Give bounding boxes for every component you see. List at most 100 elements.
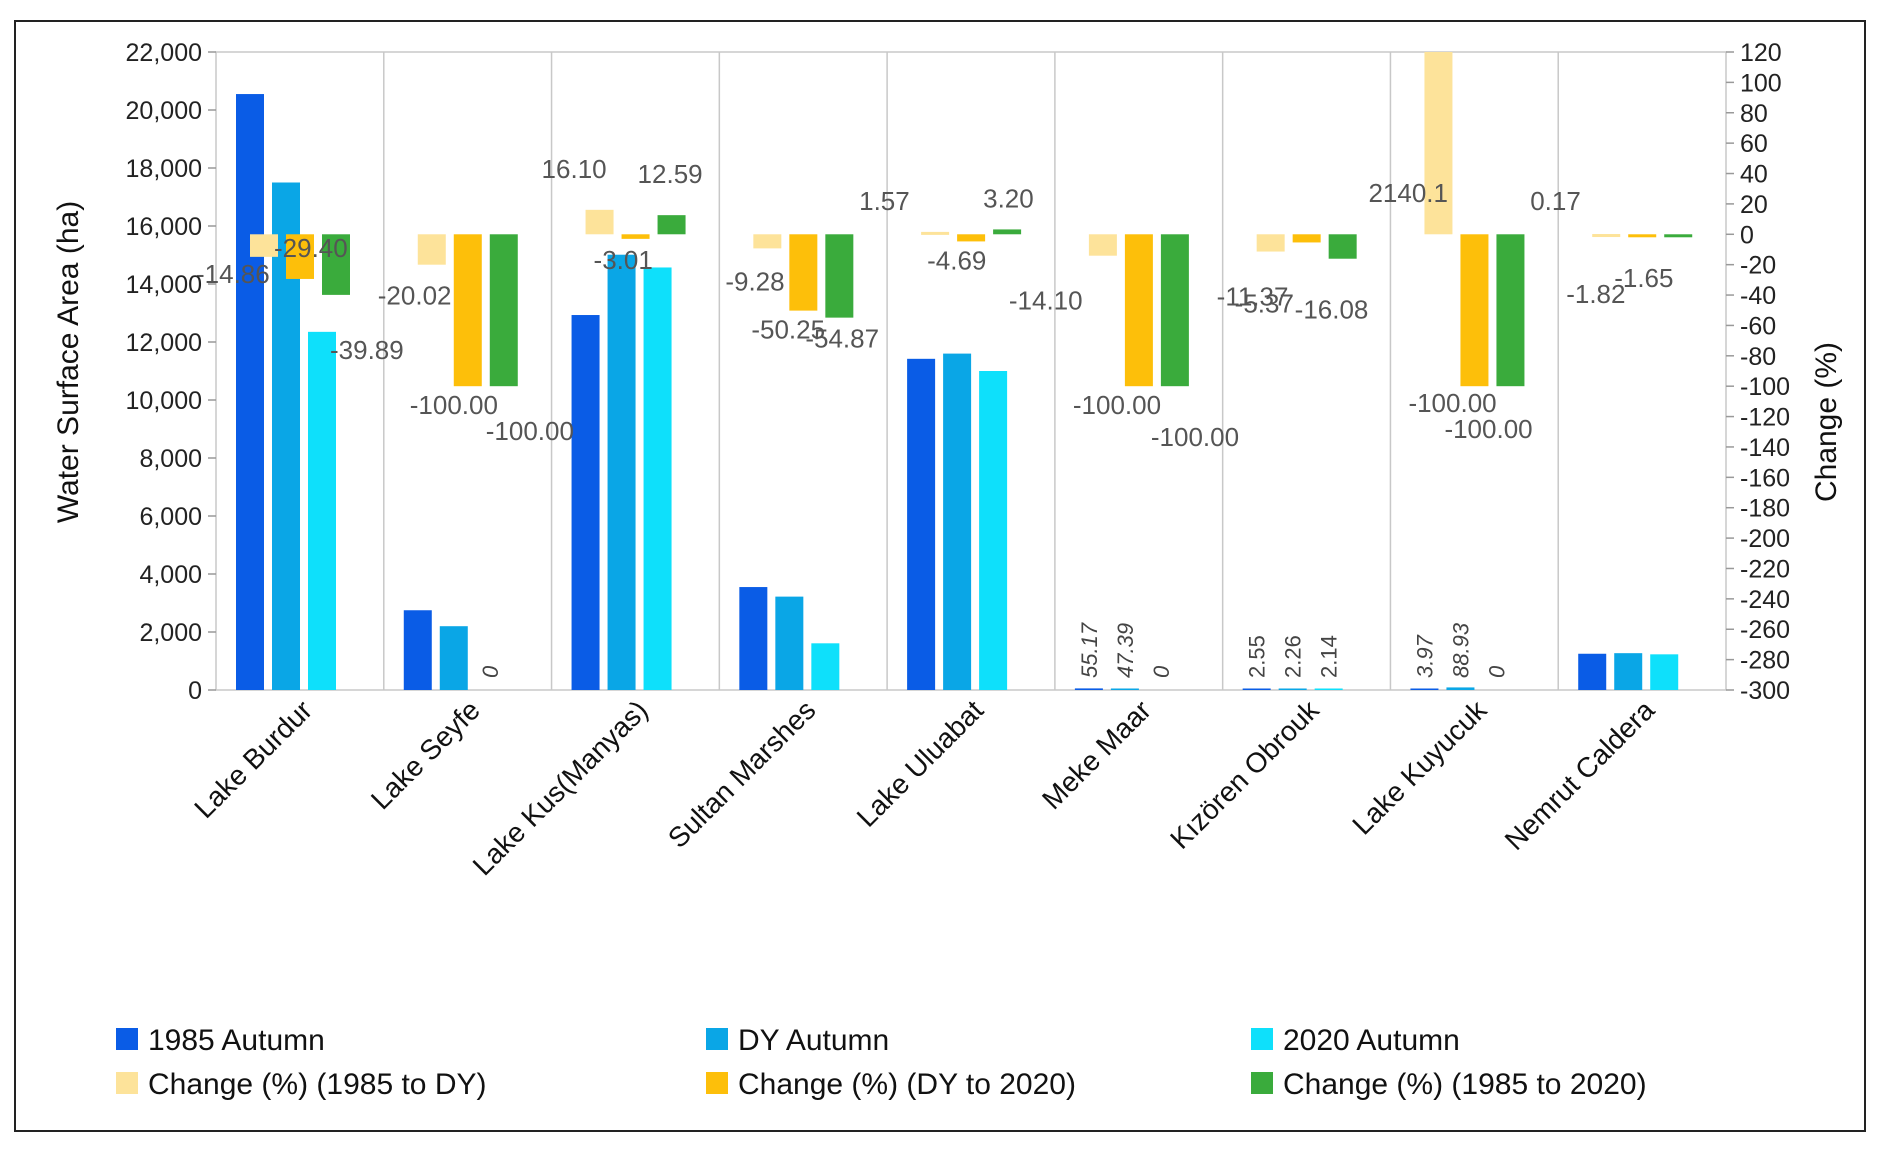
legend-swatch [116,1072,138,1094]
data-labels-layer: -14.86-29.40-39.89-20.02-100.00-100.0016… [196,154,1673,678]
area-bar [403,610,432,690]
area-bar [811,643,840,690]
change-data-label: -4.69 [927,245,986,275]
change-data-label: -3.01 [594,245,653,275]
legend-swatch [116,1028,138,1050]
area-bar [943,353,972,690]
change-bar [417,234,446,265]
change-bar [1328,234,1357,259]
area-data-label: 0 [1149,665,1174,678]
change-bar [1088,234,1117,256]
legend-label: Change (%) (DY to 2020) [738,1068,1076,1101]
change-data-label: 3.20 [983,183,1034,213]
legend-label: Change (%) (1985 to 2020) [1283,1068,1647,1101]
area-data-label: 0 [1484,665,1509,678]
area-data-label: 2.26 [1281,635,1306,678]
change-bar [1664,234,1693,238]
change-data-label: 0.17 [1530,186,1581,216]
change-data-label: -14.86 [196,259,270,289]
change-data-label: -20.02 [378,281,452,311]
y2-tick-label: -120 [1740,404,1790,432]
change-bar [1628,234,1657,238]
change-data-label: 12.59 [638,159,703,189]
y2-tick-label: 100 [1740,69,1782,97]
change-bar [753,234,782,249]
x-category-label: Lake Uluabat [851,694,990,833]
y2-tick-label: 60 [1740,130,1768,158]
change-bar [322,234,350,295]
area-data-label: 0 [478,665,503,678]
y-tick-label: 16,000 [126,213,202,241]
change-bar [993,229,1022,235]
change-bar [489,234,518,387]
area-bar [1650,654,1679,690]
change-bar [1424,52,1453,235]
area-bar [739,587,768,690]
change-bar [286,234,314,279]
y-tick-label: 18,000 [126,155,202,183]
change-bar [657,215,686,235]
y2-tick-label: -180 [1740,495,1790,523]
area-data-label: 2.14 [1317,635,1342,678]
area-bar [1110,688,1139,690]
y-tick-label: 6,000 [139,503,202,531]
change-bar [1292,234,1321,243]
y-tick-label: 10,000 [126,387,202,415]
change-data-label: -5.37 [1235,288,1294,318]
chart-canvas: -14.86-29.40-39.89-20.02-100.00-100.0016… [52,39,1843,1101]
legend-label: 2020 Autumn [1283,1024,1460,1057]
y2-tick-label: -60 [1740,312,1776,340]
x-category-label: Lake Kuyucuk [1346,694,1493,841]
legend-swatch [1251,1028,1273,1050]
area-bar [607,254,636,690]
area-bar [439,626,468,690]
area-data-label: 47.39 [1113,623,1138,678]
y2-tick-label: -280 [1740,647,1790,675]
change-data-label: -39.89 [330,335,404,365]
area-bar [1446,687,1475,690]
y-tick-label: 2,000 [139,619,202,647]
change-bar [1460,234,1489,387]
x-category-label: Lake Kus(Manyas) [467,694,654,881]
area-data-label: 2.55 [1245,635,1270,678]
x-category-label: Lake Seyfe [365,694,486,815]
y-tick-label: 14,000 [126,271,202,299]
area-bar [907,358,936,690]
change-bar [1592,234,1621,238]
change-data-label: -1.82 [1566,279,1625,309]
y2-tick-label: 40 [1740,161,1768,189]
y-tick-label: 22,000 [126,39,202,67]
change-data-label: -11.37 [1217,282,1289,312]
area-data-label: 55.17 [1077,622,1102,678]
change-data-label: -100.00 [1408,388,1496,418]
change-data-label: 2140.1 [1368,178,1448,208]
x-category-label: Sultan Marshes [662,694,821,853]
area-bar [1278,688,1307,690]
change-bar [1124,234,1153,387]
area-bar [308,331,336,690]
y2-tick-label: 80 [1740,100,1768,128]
y-axis-title: Water Surface Area (ha) [52,201,85,523]
y2-tick-label: -300 [1740,677,1790,705]
change-bar [825,234,854,318]
legend-label: 1985 Autumn [148,1024,325,1057]
change-bar [453,234,482,387]
area-data-label: 3.97 [1412,634,1437,678]
area-bar [1074,688,1103,690]
y2-tick-label: 120 [1740,39,1782,67]
x-category-label: Lake Burdur [188,694,318,824]
bars-layer [236,52,1693,691]
chart-frame: -14.86 -29.40 -39.89 -20.02 -100.00 -100.00 16… [14,20,1866,1132]
area-bar [643,267,672,690]
y2-tick-label: 0 [1740,221,1754,249]
y2-tick-label: 20 [1740,191,1768,219]
change-bar [1160,234,1189,387]
legend-swatch [1251,1072,1273,1094]
y2-tick-label: -140 [1740,434,1790,462]
change-data-label: -1.65 [1614,263,1673,293]
x-category-label: Nemrut Caldera [1499,694,1661,856]
area-bar [236,94,264,691]
y-tick-label: 8,000 [139,445,202,473]
change-bar [789,234,818,311]
change-data-label: -50.25 [751,315,825,345]
